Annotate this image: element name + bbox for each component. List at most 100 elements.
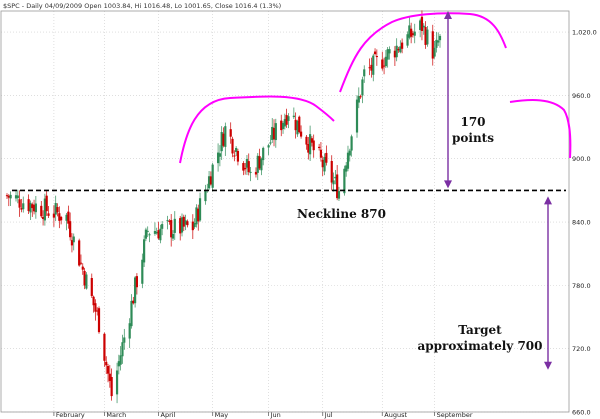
- candle-body: [334, 176, 337, 179]
- candle-body: [361, 79, 364, 96]
- candle-body: [119, 355, 122, 365]
- candle-body: [419, 20, 422, 30]
- candle-body: [393, 50, 396, 58]
- y-tick-label: 900.0: [572, 155, 591, 163]
- candle-body: [247, 161, 250, 173]
- candle-body: [260, 158, 263, 171]
- candle-body: [97, 308, 101, 333]
- candle-body: [193, 223, 196, 228]
- candle-body: [32, 204, 36, 212]
- chart-grid: [1, 11, 569, 413]
- pattern-arc: [339, 12, 507, 93]
- candle-body: [424, 27, 427, 45]
- candle-body: [373, 51, 377, 55]
- candle-body: [67, 211, 70, 224]
- arrow-head: [544, 196, 552, 205]
- candle-body: [280, 120, 283, 131]
- candle-body: [143, 239, 146, 263]
- candle-body: [121, 342, 124, 357]
- candle-body: [31, 204, 34, 209]
- candle-body: [96, 310, 99, 312]
- candle-body: [186, 221, 189, 226]
- candle-body: [294, 119, 297, 131]
- candle-body: [198, 198, 202, 221]
- candle-body: [70, 240, 74, 246]
- candle-body: [438, 35, 442, 41]
- candle-body: [18, 199, 21, 208]
- candle-body: [207, 176, 211, 189]
- candle-body: [269, 142, 272, 144]
- points-annotation-label: points: [452, 131, 494, 145]
- candle-body: [283, 119, 286, 127]
- target-annotation-value: approximately 700: [417, 339, 542, 353]
- candle-body: [108, 373, 111, 381]
- y-tick-label: 720.0: [572, 345, 591, 353]
- candle-body: [123, 337, 126, 343]
- candle-body: [401, 42, 404, 49]
- candle-body: [141, 259, 144, 284]
- candle-body: [179, 218, 182, 234]
- candle-body: [249, 171, 252, 173]
- candle-body: [197, 208, 200, 222]
- candle-body: [47, 213, 50, 216]
- candle-body: [128, 323, 131, 339]
- candle-body: [413, 31, 416, 36]
- candle-body: [184, 220, 187, 225]
- candle-body: [437, 40, 440, 43]
- candle-body: [170, 220, 173, 238]
- candle-body: [45, 195, 48, 212]
- candle-body: [83, 270, 86, 286]
- candle-body: [195, 207, 198, 225]
- candle-body: [79, 262, 83, 264]
- x-tick-label: Jun: [270, 411, 281, 419]
- candle-body: [337, 191, 341, 199]
- candle-body: [235, 147, 238, 152]
- candle-body: [258, 156, 261, 169]
- candle-body: [307, 144, 310, 153]
- candle-body: [146, 230, 149, 232]
- candle-body: [310, 138, 314, 143]
- candle-body: [435, 39, 438, 48]
- target-annotation-title: Target: [458, 323, 502, 337]
- candle-body: [292, 115, 295, 118]
- candle-body: [65, 214, 68, 221]
- candle-body: [103, 333, 106, 361]
- candle-body: [216, 152, 220, 164]
- candle-body: [370, 64, 373, 71]
- candle-body: [343, 168, 346, 194]
- candle-body: [34, 203, 37, 213]
- candle-body: [191, 221, 194, 231]
- candle-body: [411, 33, 415, 35]
- candle-body: [296, 120, 299, 135]
- x-tick-label: August: [384, 411, 407, 419]
- candle-body: [332, 180, 335, 185]
- candle-body: [299, 131, 303, 137]
- y-tick-label: 960.0: [572, 92, 591, 100]
- candle-body: [245, 159, 249, 168]
- candle-body: [153, 231, 157, 234]
- candle-body: [56, 207, 59, 213]
- candle-body: [222, 133, 225, 146]
- candle-body: [106, 365, 110, 374]
- candle-body: [368, 67, 371, 69]
- candle-body: [168, 220, 171, 222]
- candle-body: [395, 45, 398, 58]
- candle-body: [305, 136, 308, 145]
- candle-body: [431, 31, 434, 59]
- arrow-head: [544, 361, 552, 370]
- candle-body: [312, 140, 315, 151]
- candle-body: [22, 203, 25, 210]
- candle-body: [346, 152, 350, 169]
- y-tick-label: 660.0: [572, 409, 591, 417]
- candle-body: [233, 155, 236, 157]
- candle-body: [256, 155, 259, 173]
- candle-body: [40, 205, 43, 217]
- candle-body: [318, 146, 321, 149]
- candle-body: [406, 34, 409, 46]
- x-tick-label: February: [56, 411, 85, 419]
- candle-body: [397, 48, 400, 51]
- candle-body: [271, 126, 274, 140]
- measure-arrows: [444, 11, 552, 370]
- y-tick-label: 840.0: [572, 219, 591, 227]
